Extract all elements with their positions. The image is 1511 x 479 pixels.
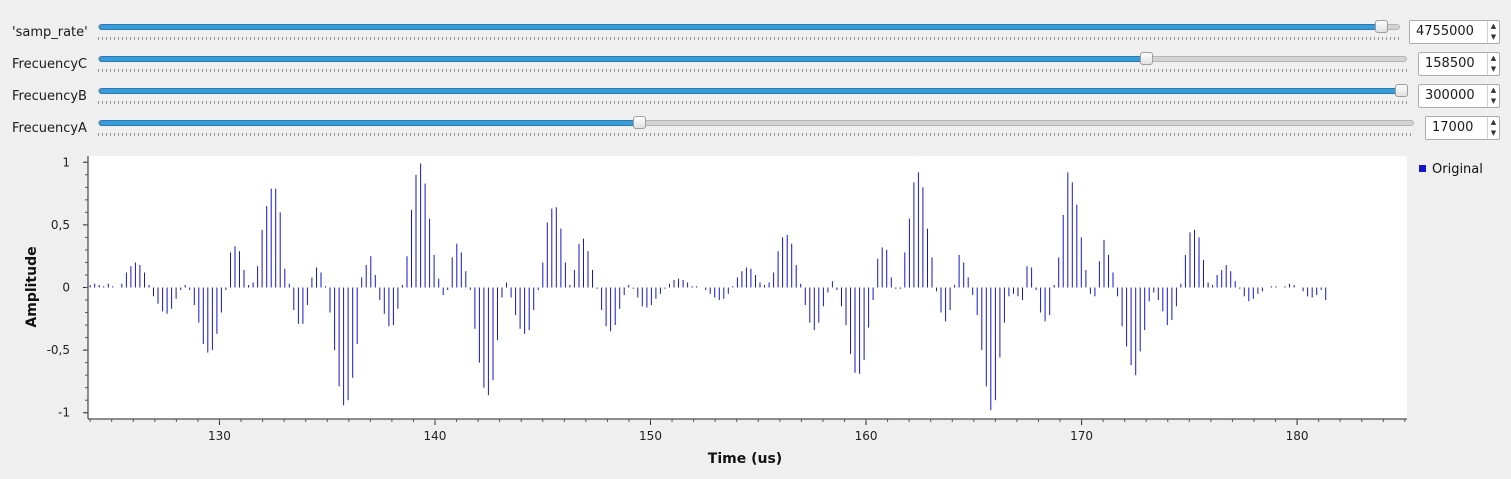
slider-row-frecuencya: FrecuencyA 17000 ▲ ▼	[0, 114, 1511, 144]
frecuencyb-value[interactable]: 300000	[1425, 88, 1475, 103]
frecuencya-decrement-icon[interactable]: ▼	[1490, 129, 1497, 137]
plot-canvas[interactable]	[88, 156, 1407, 419]
frecuencyc-spinbox[interactable]: 158500 ▲ ▼	[1418, 52, 1500, 76]
samp-rate-spinbox[interactable]: 4755000 ▲ ▼	[1409, 20, 1500, 44]
slider-fill-frecuencyb	[99, 88, 1401, 94]
frecuencya-increment-icon[interactable]: ▲	[1490, 118, 1497, 126]
slider-row-samp-rate: 'samp_rate' 4755000 ▲ ▼	[0, 18, 1511, 48]
y-tick-label: -0,5	[47, 343, 70, 357]
y-tick-label: 1	[62, 155, 70, 169]
frecuencyc-value[interactable]: 158500	[1425, 56, 1475, 71]
slider-track-samp-rate[interactable]	[98, 20, 1400, 33]
legend[interactable]: Original	[1419, 162, 1483, 177]
x-tick-label: 130	[208, 429, 231, 443]
y-axis-ticks: 1 0,5 0 -0,5 -1	[47, 155, 88, 420]
y-tick-label: 0	[62, 281, 70, 295]
x-axis-ticks: 130 140 150 160 170 180	[89, 419, 1406, 443]
frecuencya-spinbox[interactable]: 17000 ▲ ▼	[1425, 116, 1500, 140]
slider-label-samp-rate: 'samp_rate'	[12, 25, 88, 40]
frecuencya-spin-arrows: ▲ ▼	[1487, 117, 1499, 139]
slider-handle-frecuencyb[interactable]	[1395, 84, 1408, 97]
frecuencyb-decrement-icon[interactable]: ▼	[1490, 97, 1497, 105]
slider-label-frecuencyb: FrecuencyB	[12, 89, 87, 104]
frecuencyc-decrement-icon[interactable]: ▼	[1490, 65, 1497, 73]
legend-swatch-original	[1419, 165, 1426, 172]
slider-ticks-samp-rate	[98, 37, 1400, 40]
slider-label-frecuencya: FrecuencyA	[12, 121, 87, 136]
x-tick-label: 170	[1070, 429, 1093, 443]
slider-track-frecuencyc[interactable]	[98, 52, 1407, 65]
x-tick-label: 140	[424, 429, 447, 443]
x-axis-title: Time (us)	[708, 451, 782, 467]
samp-rate-value[interactable]: 4755000	[1416, 24, 1474, 39]
x-tick-label: 180	[1286, 429, 1309, 443]
frecuencyc-increment-icon[interactable]: ▲	[1490, 54, 1497, 62]
samp-rate-spin-arrows: ▲ ▼	[1487, 21, 1499, 43]
slider-handle-frecuencyc[interactable]	[1140, 52, 1153, 65]
slider-row-frecuencyc: FrecuencyC 158500 ▲ ▼	[0, 50, 1511, 80]
slider-label-frecuencyc: FrecuencyC	[12, 57, 88, 72]
samp-rate-decrement-icon[interactable]: ▼	[1490, 33, 1497, 41]
samp-rate-increment-icon[interactable]: ▲	[1490, 22, 1497, 30]
frecuencyb-spin-arrows: ▲ ▼	[1487, 85, 1499, 107]
frecuencya-value[interactable]: 17000	[1432, 120, 1474, 135]
slider-row-frecuencyb: FrecuencyB 300000 ▲ ▼	[0, 82, 1511, 112]
frecuencyb-spinbox[interactable]: 300000 ▲ ▼	[1418, 84, 1500, 108]
slider-track-frecuencyb[interactable]	[98, 84, 1408, 97]
slider-fill-frecuencya	[99, 120, 639, 126]
y-tick-label: 0,5	[51, 218, 70, 232]
slider-handle-samp-rate[interactable]	[1375, 20, 1388, 33]
x-tick-label: 160	[855, 429, 878, 443]
slider-ticks-frecuencyb	[98, 101, 1407, 104]
frecuencyb-increment-icon[interactable]: ▲	[1490, 86, 1497, 94]
x-tick-label: 150	[639, 429, 662, 443]
series-original	[89, 163, 1327, 411]
time-sink-plot[interactable]: 1 0,5 0 -0,5 -1 130 140 150 160 170 180 Amplitude…	[0, 150, 1511, 479]
slider-ticks-frecuencyc	[98, 69, 1407, 72]
slider-fill-samp-rate	[99, 24, 1381, 30]
frecuencyc-spin-arrows: ▲ ▼	[1487, 53, 1499, 75]
y-axis-title: Amplitude	[24, 246, 40, 327]
slider-handle-frecuencya[interactable]	[633, 116, 646, 129]
y-tick-label: -1	[58, 406, 70, 420]
slider-ticks-frecuencya	[98, 133, 1414, 136]
slider-track-frecuencya[interactable]	[98, 116, 1414, 129]
legend-label-original: Original	[1432, 162, 1483, 177]
slider-fill-frecuencyc	[99, 56, 1146, 62]
plot-svg: 1 0,5 0 -0,5 -1 130 140 150 160 170 180 Amplitude…	[24, 155, 1483, 467]
